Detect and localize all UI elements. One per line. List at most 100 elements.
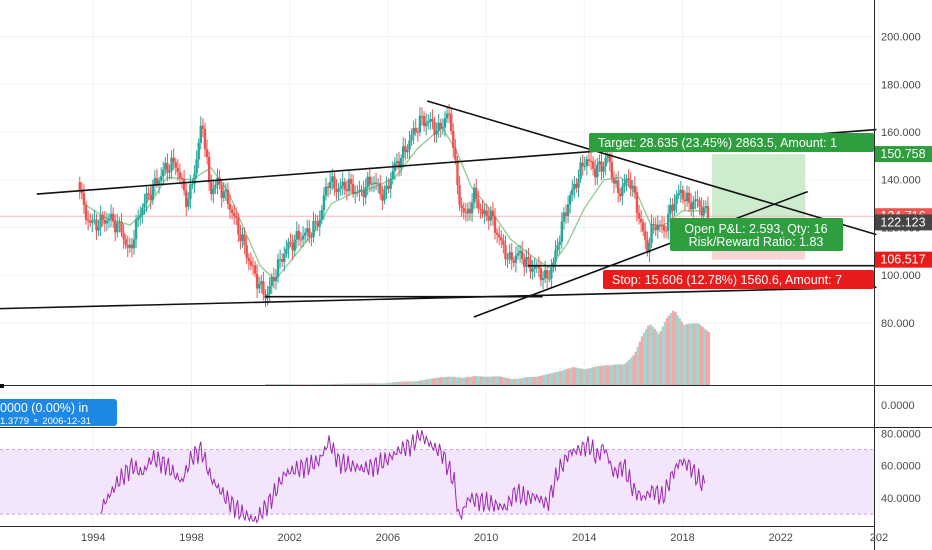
volume-bar — [498, 376, 502, 385]
volume-bar — [624, 363, 627, 385]
volume-bar — [582, 369, 585, 385]
volume-bar — [647, 325, 650, 385]
volume-bar — [636, 346, 640, 385]
candle-down — [683, 199, 687, 202]
candle-up — [648, 242, 651, 253]
candle-up — [268, 286, 271, 295]
candle-down — [493, 216, 497, 233]
volume-bar — [396, 381, 400, 385]
volume-bar — [432, 378, 435, 385]
candle-down — [641, 222, 645, 232]
candle-up — [673, 203, 676, 211]
candle-up — [134, 219, 138, 240]
volume-bar — [617, 364, 621, 385]
volume-bar — [528, 377, 531, 385]
candle-up — [550, 267, 553, 279]
target-tag-box[interactable] — [589, 133, 874, 152]
candle-down — [431, 119, 434, 122]
trendline[interactable] — [0, 286, 877, 310]
volume-bar — [471, 376, 475, 385]
price-tick-label: 160.000 — [881, 127, 921, 139]
candle-down — [228, 203, 232, 210]
trendline[interactable] — [473, 190, 808, 318]
candle-down — [581, 162, 584, 167]
candle-down — [587, 159, 591, 161]
time-tick-label: 202 — [870, 532, 888, 544]
candle-up — [341, 181, 344, 187]
candle-down — [184, 190, 188, 207]
risk-reward-line: Risk/Reward Ratio: 1.83 — [689, 235, 824, 249]
volume-bar — [331, 384, 335, 385]
volume-bar — [525, 377, 529, 385]
candle-down — [84, 204, 88, 220]
volume-bar — [340, 383, 343, 385]
candle-down — [201, 125, 205, 129]
candle-down — [335, 188, 338, 192]
volume-bar — [446, 376, 450, 385]
stop-tag-box[interactable] — [603, 270, 874, 289]
candle-up — [424, 122, 428, 127]
candle-up — [625, 178, 628, 183]
candle-down — [247, 258, 250, 262]
indicator-info-box[interactable]: 0000 (0.00%) in 1.3779 ⚬ 2006-12-31 — [0, 399, 117, 426]
target-zone[interactable] — [711, 154, 806, 223]
candle-down — [654, 224, 657, 231]
candle-down — [310, 236, 313, 238]
moving-average — [83, 126, 703, 281]
candle-up — [287, 242, 290, 249]
volume-bar — [394, 382, 398, 385]
candle-up — [702, 207, 705, 216]
volume-bar — [690, 323, 694, 385]
volume-bar — [417, 380, 421, 385]
candle-down — [255, 273, 259, 289]
pnl-tag-box[interactable] — [670, 218, 843, 251]
candle-up — [303, 232, 307, 236]
candle-up — [189, 184, 192, 200]
candle-up — [435, 130, 438, 135]
candle-up — [372, 182, 376, 184]
volume-bar — [571, 367, 575, 385]
volume-bar — [346, 383, 350, 385]
volume-bar — [569, 367, 573, 385]
candle-down — [460, 205, 463, 209]
price-label-text: 122.123 — [880, 215, 925, 229]
candle-up — [199, 125, 202, 143]
candle-up — [285, 248, 288, 254]
candle-down — [600, 161, 603, 172]
volume-bar — [538, 376, 542, 385]
volume-bar — [521, 377, 525, 385]
trendline[interactable] — [426, 100, 877, 236]
volume-bar — [313, 384, 316, 385]
candle-down — [149, 194, 152, 201]
candle-down — [316, 221, 319, 227]
candle-down — [308, 228, 311, 237]
candle-up — [470, 202, 474, 214]
volume-bar — [561, 370, 565, 385]
candle-up — [568, 195, 572, 205]
volume-bar — [580, 368, 583, 385]
indicator-tick-label: 0.0000 — [881, 400, 915, 412]
volume-bar — [651, 326, 654, 385]
volume-bar — [463, 377, 466, 385]
candle-down — [314, 221, 317, 223]
candle-up — [241, 234, 244, 242]
candle-down — [122, 232, 125, 239]
volume-bar — [286, 384, 289, 385]
candle-down — [660, 224, 664, 226]
candle-up — [141, 207, 144, 216]
position-tags[interactable]: Target: 28.635 (23.45%) 2863.5, Amount: … — [589, 133, 874, 289]
info-line-value: 0000 (0.00%) in — [0, 401, 89, 415]
volume-bar — [573, 367, 577, 385]
candle-down — [362, 189, 365, 198]
volume-bar — [576, 367, 579, 385]
candle-up — [656, 224, 660, 231]
candle-down — [687, 192, 691, 203]
volume-bar — [559, 371, 562, 385]
candle-down — [326, 186, 330, 189]
candle-down — [166, 162, 169, 173]
volume-bar — [621, 364, 625, 385]
candle-up — [197, 142, 200, 160]
candle-down — [174, 162, 177, 168]
volume-bar — [407, 381, 410, 385]
candle-up — [193, 173, 196, 184]
